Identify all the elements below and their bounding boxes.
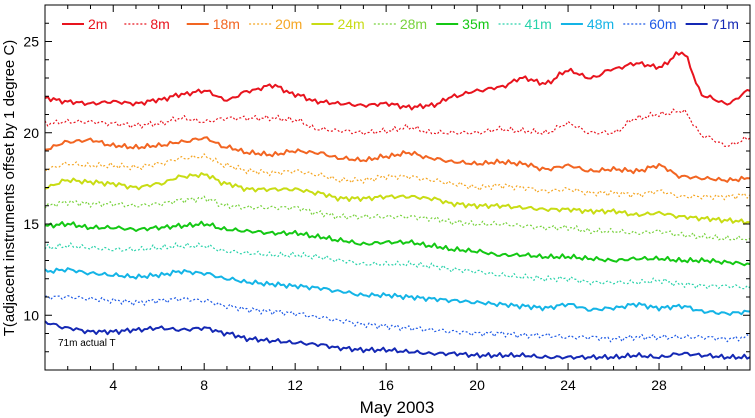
legend-label-2m: 2m	[88, 16, 107, 32]
series-line-28m	[44, 195, 751, 241]
series-line-2m	[44, 51, 751, 111]
legend-label-28m: 28m	[400, 16, 427, 32]
legend-label-41m: 41m	[525, 16, 552, 32]
legend-label-71m: 71m	[712, 16, 739, 32]
annotation-text: 71m actual T	[58, 338, 116, 349]
legend-label-35m: 35m	[462, 16, 489, 32]
series-line-60m	[44, 295, 751, 343]
series-line-20m	[44, 153, 751, 201]
x-tick-label: 24	[560, 377, 576, 393]
y-tick-label: 25	[23, 34, 39, 50]
x-tick-label: 12	[287, 377, 303, 393]
x-tick-label: 20	[469, 377, 485, 393]
legend-label-24m: 24m	[337, 16, 364, 32]
x-tick-label: 28	[651, 377, 667, 393]
x-axis-title: May 2003	[360, 398, 435, 417]
series-line-71m	[44, 320, 751, 361]
series-layer	[44, 51, 751, 361]
y-axis-title: T(adjacent instruments offset by 1 degre…	[1, 40, 18, 337]
series-line-8m	[44, 108, 751, 148]
series-line-48m	[44, 267, 751, 316]
series-line-35m	[44, 220, 751, 267]
legend-label-18m: 18m	[213, 16, 240, 32]
y-tick-label: 15	[23, 216, 39, 232]
legend-label-8m: 8m	[150, 16, 169, 32]
plot-frame	[44, 4, 751, 371]
x-tick-label: 4	[109, 377, 117, 393]
series-line-18m	[44, 136, 751, 183]
series-line-41m	[44, 242, 751, 290]
y-tick-label: 10	[23, 307, 39, 323]
legend-label-20m: 20m	[275, 16, 302, 32]
x-tick-label: 16	[378, 377, 394, 393]
ticks-layer: 4 8 12 16 20 24 28 10 15 20 25	[23, 4, 751, 393]
legend: 2m 8m 18m 20m 24m 28m 35m 41m 48m 60m 71m	[62, 16, 739, 32]
legend-label-60m: 60m	[649, 16, 676, 32]
x-tick-label: 8	[200, 377, 208, 393]
legend-label-48m: 48m	[587, 16, 614, 32]
y-tick-label: 20	[23, 125, 39, 141]
series-line-24m	[44, 172, 751, 225]
